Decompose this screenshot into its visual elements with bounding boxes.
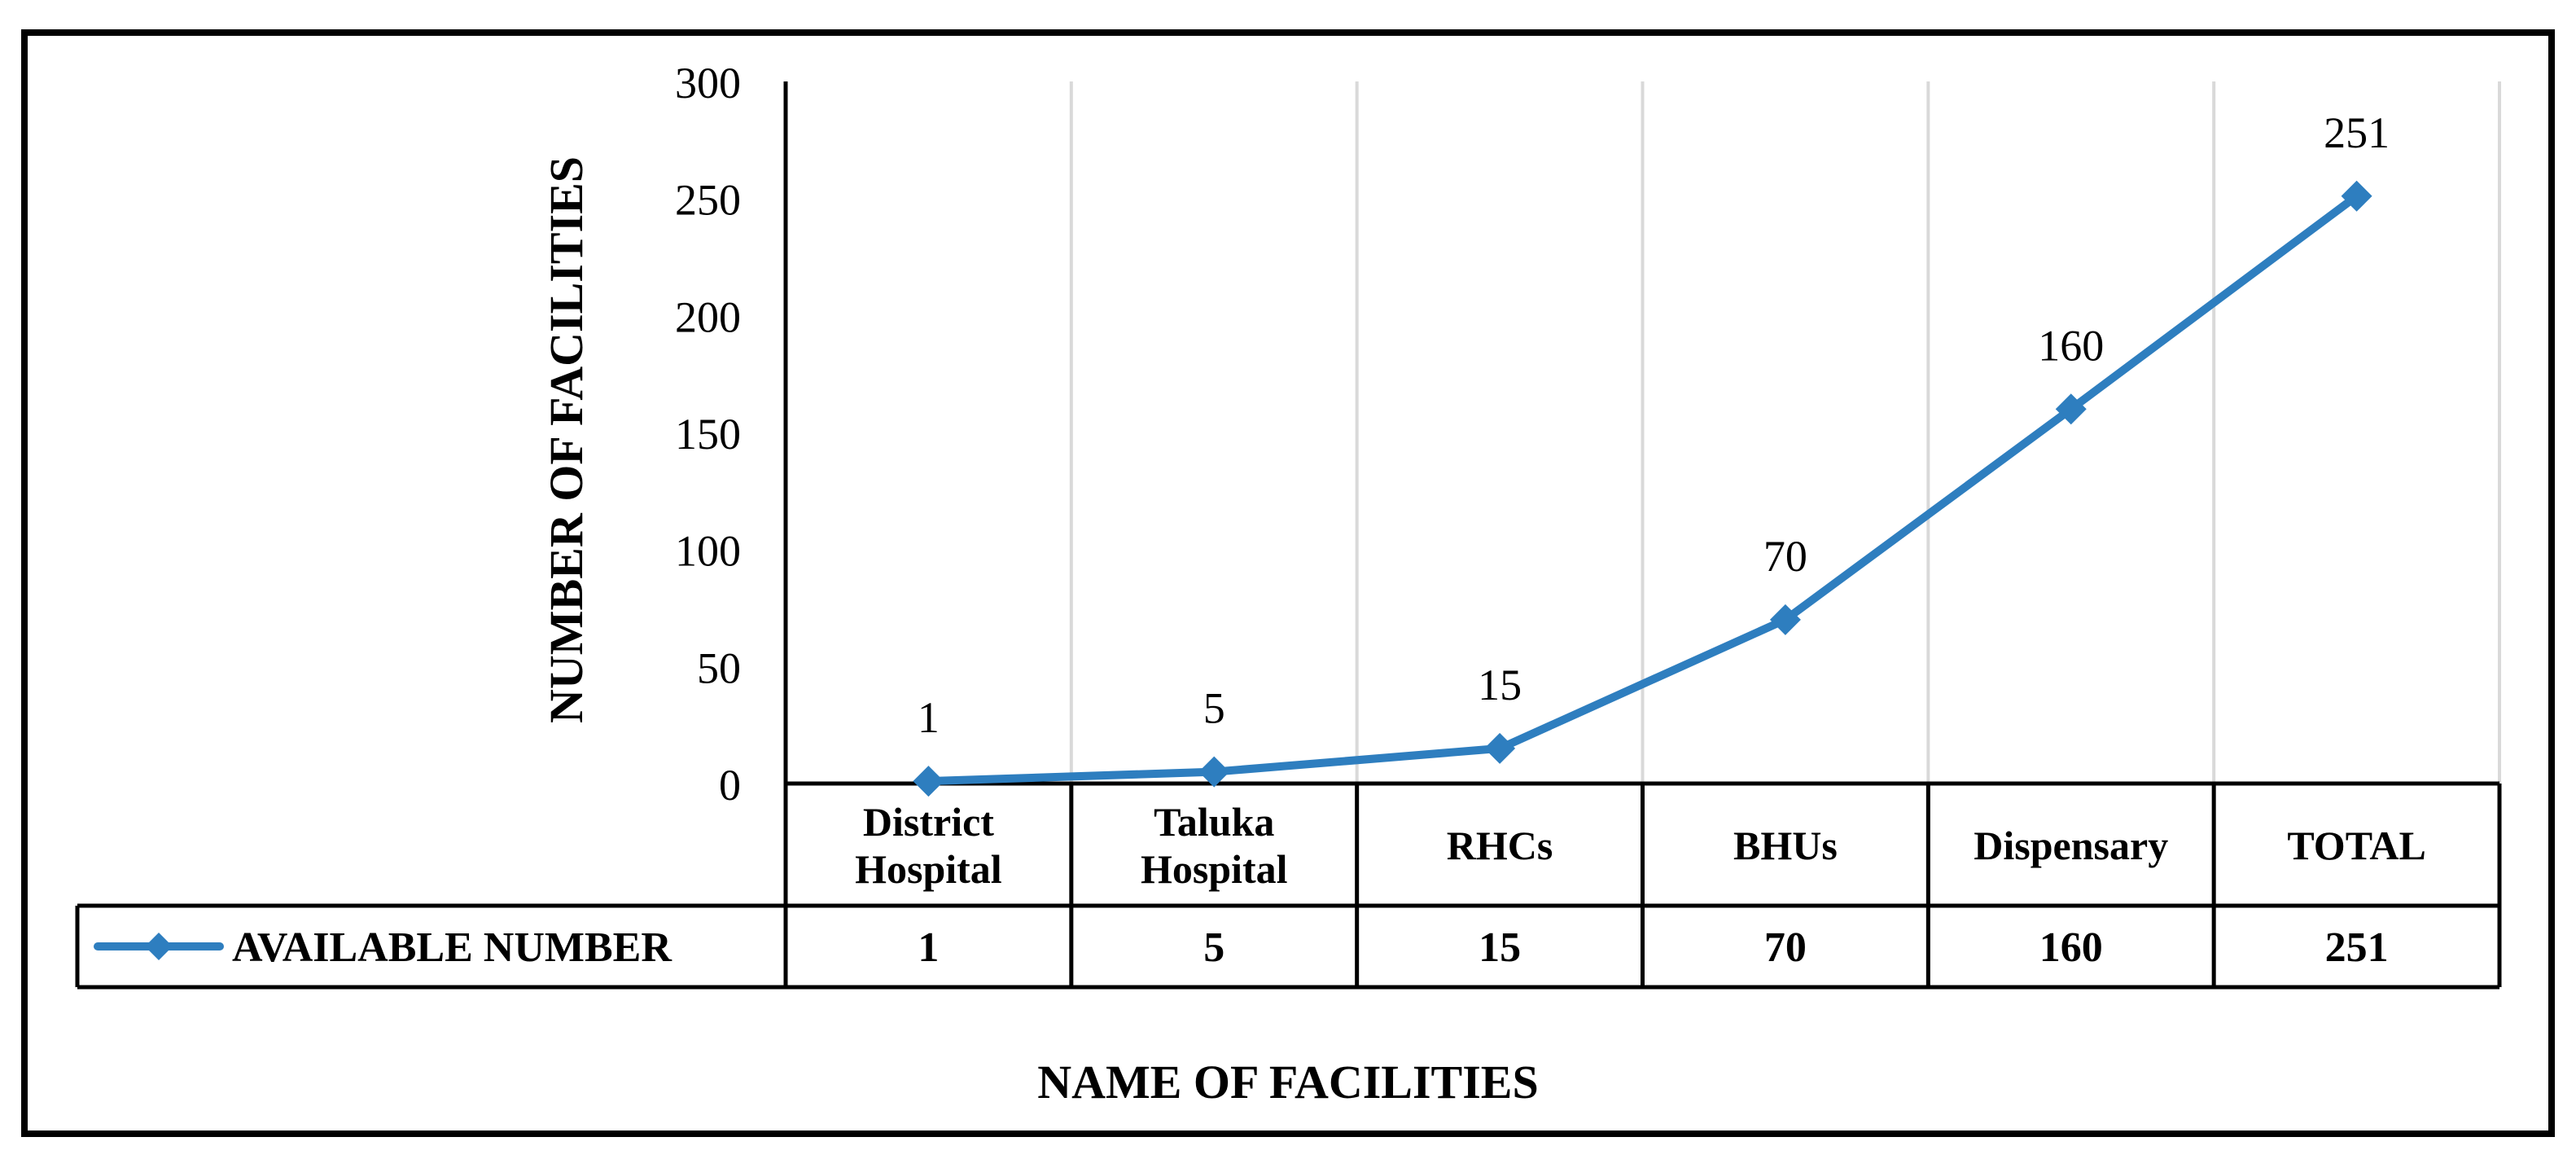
y-tick-label: 50 (697, 643, 741, 692)
table-value: 15 (1479, 924, 1521, 971)
x-category-label: District Hospital (855, 799, 1002, 892)
y-tick-label: 150 (675, 410, 741, 459)
table-value: 160 (2039, 924, 2103, 971)
legend-label: AVAILABLE NUMBER (232, 924, 672, 971)
x-category-label: Taluka Hospital (1141, 799, 1288, 892)
data-point-marker (2341, 180, 2372, 212)
y-tick-label: 300 (675, 59, 741, 108)
y-tick-label: 250 (675, 176, 741, 225)
data-label: 70 (1763, 532, 1807, 581)
data-point-marker (1198, 756, 1230, 788)
series-line-available-number (928, 192, 2359, 786)
legend-marker (145, 933, 173, 960)
x-category-label: RHCs (1447, 823, 1553, 868)
data-point-marker (1769, 604, 1801, 635)
series-line (913, 180, 2372, 797)
grid-lines (1069, 81, 2501, 784)
data-label: 1 (918, 693, 940, 742)
outer-frame (21, 29, 2555, 1137)
y-tick-label: 100 (675, 527, 741, 576)
y-tick-labels: 0 50 100 150 200 250 300 (675, 59, 741, 810)
data-label: 5 (1203, 684, 1225, 733)
x-axis-title: NAME OF FACILITIES (1037, 1056, 1539, 1109)
data-point-marker (2055, 393, 2087, 425)
x-category-label: BHUs (1733, 823, 1838, 868)
data-label: 160 (2038, 321, 2104, 370)
table-value: 5 (1203, 924, 1224, 971)
table-value: 1 (918, 924, 939, 971)
y-axis-title: NUMBER OF FACILITIES (540, 156, 593, 723)
y-tick-label: 200 (675, 292, 741, 341)
data-table: District Hospital Taluka Hospital RHCs BHUs Di… (75, 781, 2502, 990)
y-tick-label: 0 (719, 761, 741, 810)
table-value: 251 (2325, 924, 2389, 971)
data-label: 251 (2324, 108, 2390, 157)
data-point-marker (913, 766, 944, 797)
data-label: 15 (1478, 661, 1522, 709)
x-category-label: Dispensary (1974, 823, 2168, 868)
table-value: 70 (1764, 924, 1807, 971)
data-point-marker (1484, 732, 1516, 764)
x-category-label: TOTAL (2287, 823, 2425, 868)
